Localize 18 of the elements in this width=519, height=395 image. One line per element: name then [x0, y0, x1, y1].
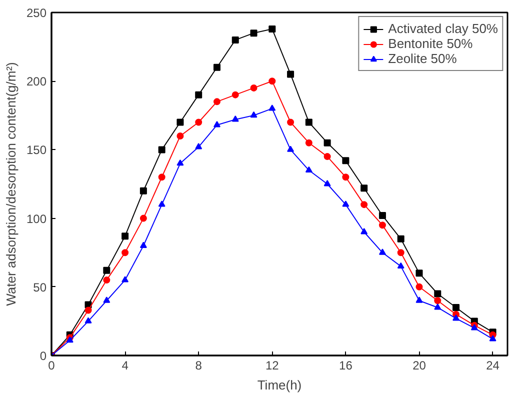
x-tick-label: 24: [486, 358, 500, 372]
x-tick-label: 0: [48, 358, 56, 372]
x-axis-title: Time(h): [257, 378, 302, 392]
x-tick-label: 12: [265, 358, 280, 372]
legend-label: Zeolite 50%: [388, 51, 457, 66]
x-tick-label: 8: [195, 358, 202, 372]
y-tick-label: 250: [26, 6, 47, 20]
y-axis-title: Water adsorption/desorption content(g/m²): [3, 62, 18, 306]
legend-label: Bentonite 50%: [388, 36, 473, 51]
legend-label: Activated clay 50%: [388, 21, 498, 36]
y-tick-label: 50: [33, 280, 47, 294]
y-tick-label: 100: [26, 212, 47, 226]
x-tick-label: 16: [339, 358, 353, 372]
x-tick-label: 4: [122, 358, 129, 372]
x-tick-label: 20: [412, 358, 426, 372]
y-tick-label: 0: [40, 349, 47, 363]
y-tick-label: 150: [26, 143, 47, 158]
y-tick-label: 200: [26, 74, 47, 89]
